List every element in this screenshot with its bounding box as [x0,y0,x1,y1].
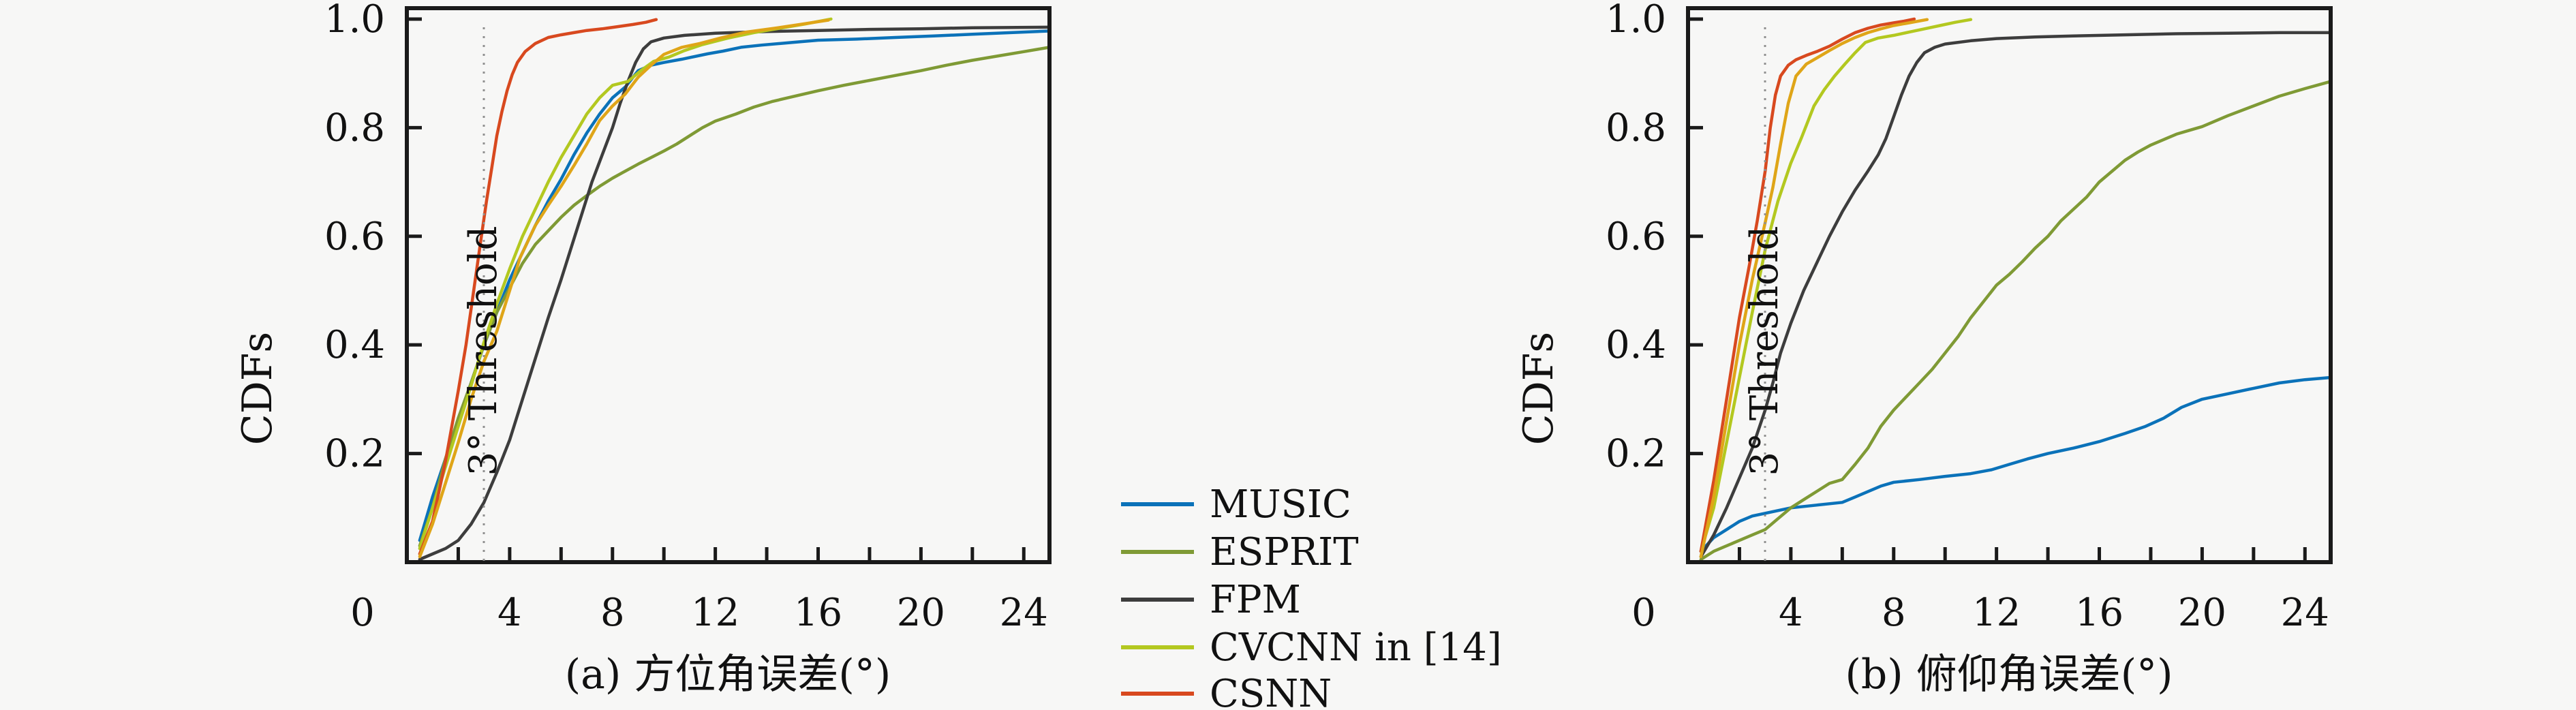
series-line-fpm [418,25,1052,561]
legend-label-music: MUSIC [1210,482,1351,527]
x-tick-label: 4 [497,591,522,635]
x-tick-label: 8 [1882,591,1906,635]
legend-label-esprit: ESPRIT [1210,530,1359,574]
x-tick-label: 8 [600,591,625,635]
series-line-unlabeled [418,18,830,559]
x-tick-label: 0 [350,591,375,635]
series-line-unlabeled [1699,18,1929,559]
legend: MUSIC ESPRIT FPM CVCNN in [14] CSNN [1121,482,1502,710]
tick-labels-layer: 0 4 8 12 16 20 24 0.2 0.4 0.6 0.8 1.0 [324,0,1048,635]
curves-layer [1699,17,2333,561]
series-line-music [1699,375,2333,553]
ticks-layer [407,17,1026,562]
y-axis-label: CDFs [1515,332,1563,445]
threshold-label: 3° Threshold [1743,226,1787,476]
x-tick-label: 12 [1972,591,2021,635]
plot-caption: (a) 方位角误差(°) [565,651,891,698]
axes-box [405,6,1052,564]
x-tick-label: 20 [2178,591,2226,635]
y-tick-label: 0.4 [1606,323,1666,367]
y-tick-label: 0.8 [324,106,385,150]
ticks-layer [1688,17,2307,562]
x-tick-label: 16 [794,591,842,635]
series-line-csnn [418,18,658,556]
plot-azimuth: 0 4 8 12 16 20 240.20.40.60.81.0 3° Threshold … [234,0,1052,698]
y-tick-label: 1.0 [324,0,385,42]
y-tick-label: 0.6 [1606,215,1666,259]
series-line-esprit [1699,80,2333,561]
x-tick-label: 20 [897,591,945,635]
legend-label-cvcnn: CVCNN in [14] [1210,626,1502,670]
y-tick-label: 0.2 [324,432,385,476]
plot-elevation: 0 4 8 12 16 20 240.20.40.60.81.0 3° Threshold … [1515,0,2333,698]
legend-item-fpm: FPM [1121,578,1301,622]
series-line-fpm [1699,31,2333,559]
series-line-cvcnn-in-14 [418,17,833,551]
y-tick-label: 0.4 [324,323,385,367]
series-line-csnn [1699,17,1916,553]
x-tick-label: 4 [1779,591,1803,635]
curves-layer [418,17,1052,561]
plot-caption: (b) 俯仰角误差(°) [1845,651,2173,698]
y-axis-label: CDFs [234,332,281,445]
tick-labels-layer: 0 4 8 12 16 20 24 0.2 0.4 0.6 0.8 1.0 [1606,0,2329,635]
series-line-cvcnn-in-14 [1699,18,1973,553]
y-tick-label: 0.8 [1606,106,1666,150]
legend-item-esprit: ESPRIT [1121,530,1359,574]
x-tick-label: 24 [2281,591,2329,635]
x-tick-label: 24 [1000,591,1048,635]
series-line-esprit [418,46,1052,548]
y-tick-label: 0.6 [324,215,385,259]
x-tick-label: 12 [691,591,739,635]
y-tick-label: 1.0 [1606,0,1666,42]
legend-item-cvcnn: CVCNN in [14] [1121,626,1502,670]
axes-box [1686,6,2333,564]
x-tick-label: 0 [1631,591,1656,635]
series-line-music [418,29,1052,542]
threshold-label: 3° Threshold [461,226,506,476]
x-tick-label: 16 [2075,591,2123,635]
legend-item-music: MUSIC [1121,482,1351,527]
y-tick-label: 0.2 [1606,432,1666,476]
legend-item-csnn: CSNN [1121,672,1332,710]
legend-label-csnn: CSNN [1210,672,1332,710]
legend-label-fpm: FPM [1210,578,1301,622]
